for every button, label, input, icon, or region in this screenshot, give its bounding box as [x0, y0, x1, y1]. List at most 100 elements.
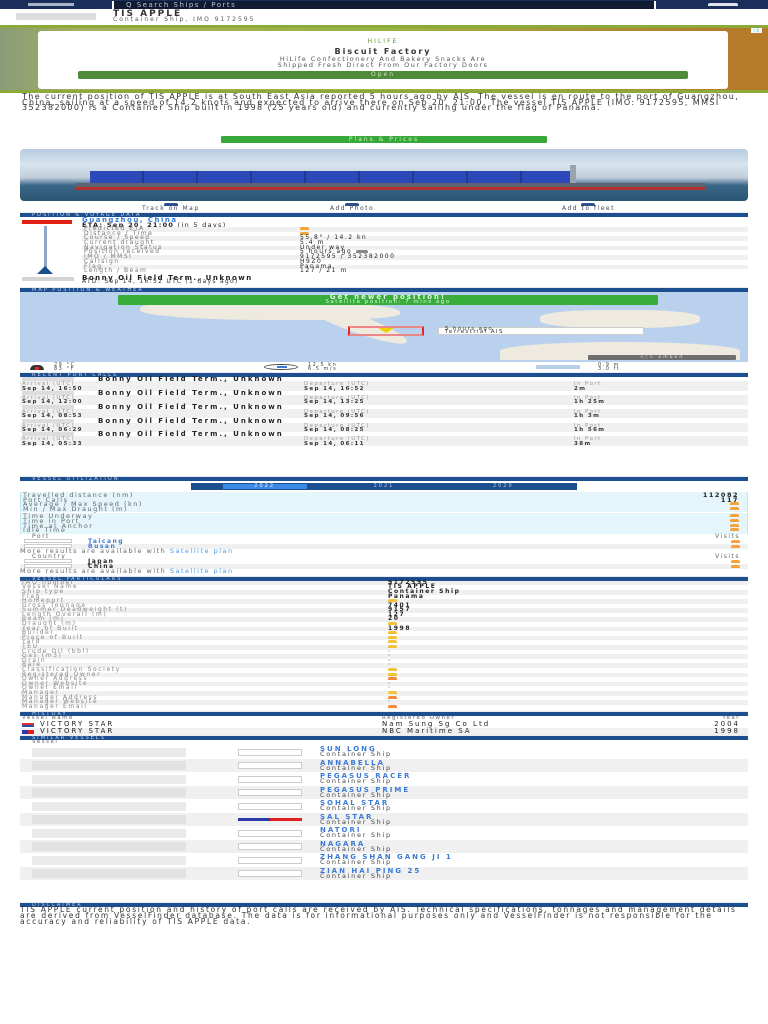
lock-icon[interactable]: [730, 506, 739, 510]
add-photo-button[interactable]: Add Photo: [330, 203, 375, 212]
vessel-intro-text: The current position of TIS APPLE is at …: [22, 93, 740, 113]
tab-2020[interactable]: 2020: [492, 482, 514, 489]
position-label: 5 hours ago Terrestrial AIS: [438, 326, 644, 335]
ad-open-button[interactable]: Open: [78, 71, 688, 79]
port-call-details: Arrival (UTC) Sep 14, 12:00 Departure (UTC…: [20, 395, 748, 405]
lock-icon[interactable]: [388, 599, 397, 603]
vessel-thumbnail: [32, 774, 186, 784]
lock-icon[interactable]: [731, 559, 740, 563]
plans-prices-button[interactable]: Plans & Prices: [221, 136, 547, 143]
lock-icon[interactable]: [388, 631, 397, 635]
satellite-plan-link[interactable]: Satellite plan: [169, 566, 234, 575]
voyage-row: Current draught 5.4 m: [84, 239, 325, 247]
search-input[interactable]: Q Search Ships / Ports: [112, 1, 656, 9]
flag-placeholder: [16, 13, 96, 20]
port-visit-row[interactable]: Taicang: [20, 538, 748, 545]
lock-icon[interactable]: [300, 227, 309, 230]
port-call-name[interactable]: Bonny Oil Field Term., Unknown: [20, 431, 748, 438]
lock-icon[interactable]: [388, 690, 397, 694]
user-account-icon[interactable]: [708, 3, 738, 6]
map-icon: [163, 203, 178, 206]
lock-icon[interactable]: [730, 518, 739, 522]
vessel-actions: Track on Map Add Photo Add to fleet: [0, 201, 768, 212]
port-call-name[interactable]: Bonny Oil Field Term., Unknown: [20, 417, 748, 424]
top-navbar: Q Search Ships / Ports: [0, 0, 768, 9]
lock-icon[interactable]: [388, 677, 397, 681]
port-call-details: Arrival (UTC) Sep 14, 08:53 Departure (UTC…: [20, 408, 748, 419]
lock-icon[interactable]: [388, 645, 397, 649]
lock-icon[interactable]: [731, 564, 740, 568]
get-newer-position-button[interactable]: Get newer position! Satellite position: …: [118, 294, 658, 305]
advertisement-banner[interactable]: i X HILIFE Biscuit Factory HiLife Confec…: [0, 25, 768, 93]
lock-icon[interactable]: [388, 635, 397, 639]
ship-hull: [74, 183, 706, 190]
port-call-name[interactable]: Bonny Oil Field Term., Unknown: [20, 376, 748, 383]
similar-vessel-row[interactable]: PEGASUS PRIME Container Ship: [20, 785, 748, 800]
vessel-thumbnail: [32, 855, 186, 865]
vessel-thumbnail: [32, 828, 186, 838]
vessel-thumbnail: [32, 788, 186, 798]
similar-vessel-row[interactable]: NAGARA Container Ship: [20, 839, 748, 854]
voyage-panel: Guangzhou, China ETA: Sep 20, 21:00 (in …: [20, 217, 748, 287]
destination-port-link[interactable]: Guangzhou, China: [82, 216, 178, 224]
lock-icon[interactable]: [388, 695, 397, 699]
thermometer-icon: [30, 364, 44, 370]
vessel-position-marker-icon[interactable]: [378, 328, 394, 333]
port-call-details: Arrival (UTC) Sep 14, 05:33 Departure (UTC…: [20, 436, 748, 447]
voyage-row: Position received 5 hours ago: [82, 249, 748, 255]
similar-vessel-row[interactable]: SOHAL STAR Container Ship: [20, 799, 748, 813]
similar-vessel-row[interactable]: PEGASUS RACER Container Ship: [20, 772, 748, 786]
similar-vessel-row[interactable]: NATORI Container Ship: [20, 826, 748, 840]
similar-vessel-row[interactable]: ANNABELLA Container Ship: [20, 758, 748, 773]
lock-icon[interactable]: [388, 640, 397, 644]
port-visit-row[interactable]: Busan: [20, 543, 748, 550]
origin-port[interactable]: Bonny Oil Field Term., Unknown: [82, 274, 253, 282]
similar-vessels-list: Vessel SUN LONG Container Ship ANNABELLA C…: [20, 740, 748, 881]
lock-icon[interactable]: [730, 514, 739, 518]
similar-vessel-row[interactable]: ZIAN HAI PING 25 Container Ship: [20, 866, 748, 881]
port-call-name[interactable]: Bonny Oil Field Term., Unknown: [20, 389, 748, 396]
lock-icon[interactable]: [300, 231, 309, 235]
lock-icon[interactable]: [388, 704, 397, 708]
ad-card[interactable]: HILIFE Biscuit Factory HiLife Confection…: [38, 31, 728, 89]
lock-icon[interactable]: [730, 523, 739, 527]
voyage-progress-line: [44, 226, 47, 270]
vessel-map[interactable]: Get newer position! Satellite position: …: [20, 292, 748, 362]
voyage-row: IMO / MMSI 9172595 / 352382000: [82, 254, 748, 260]
port-call-name[interactable]: Bonny Oil Field Term., Unknown: [20, 403, 748, 410]
hamburger-menu-icon[interactable]: [28, 3, 74, 6]
lock-icon[interactable]: [731, 544, 740, 548]
country-visit-row: China: [20, 563, 748, 570]
flag-icon: [238, 775, 302, 783]
section-header-map: MAP POSITION & WEATHER: [20, 287, 748, 292]
lock-icon[interactable]: [388, 622, 397, 626]
similar-vessel-row[interactable]: ZHANG SHAN GANG JI 1 Container Ship: [20, 853, 748, 867]
disclaimer-text: TIS APPLE current position and history o…: [20, 905, 737, 926]
satellite-plan-link[interactable]: Satellite plan: [169, 546, 234, 555]
flag-icon: [238, 762, 302, 770]
embed-map-button[interactable]: </> embed: [588, 355, 736, 360]
camera-icon: [345, 203, 360, 206]
add-to-fleet-button[interactable]: Add to fleet: [562, 203, 615, 212]
flag-icon: [238, 843, 302, 851]
similar-vessel-row[interactable]: SAL STAR Container Ship: [20, 812, 748, 827]
flag-icon: [238, 802, 302, 810]
flag-icon: [238, 870, 302, 878]
lock-icon[interactable]: [730, 502, 739, 506]
more-results-note: More results are available with Satellit…: [20, 546, 234, 555]
lock-icon[interactable]: [388, 668, 397, 672]
lock-icon[interactable]: [388, 672, 397, 676]
voyage-row: Flag Panama: [82, 263, 748, 270]
vessel-title-bar: TIS APPLE Container Ship, IMO 9172595: [0, 9, 768, 25]
similar-vessel-row[interactable]: SUN LONG Container Ship: [20, 745, 748, 759]
tab-2021[interactable]: 2021: [373, 482, 395, 489]
info-icon[interactable]: [355, 250, 368, 254]
lock-icon[interactable]: [731, 539, 740, 543]
lock-icon[interactable]: [730, 528, 739, 532]
ad-choices-icon[interactable]: i X: [750, 28, 762, 33]
track-on-map-button[interactable]: Track on Map: [142, 203, 200, 212]
tab-2022[interactable]: 2022: [222, 483, 307, 489]
origin-flag: [22, 277, 74, 281]
vessel-photo[interactable]: [20, 149, 748, 201]
atd: ATD: Sep 14, 16:52 UTC (1 days ago): [82, 278, 239, 285]
